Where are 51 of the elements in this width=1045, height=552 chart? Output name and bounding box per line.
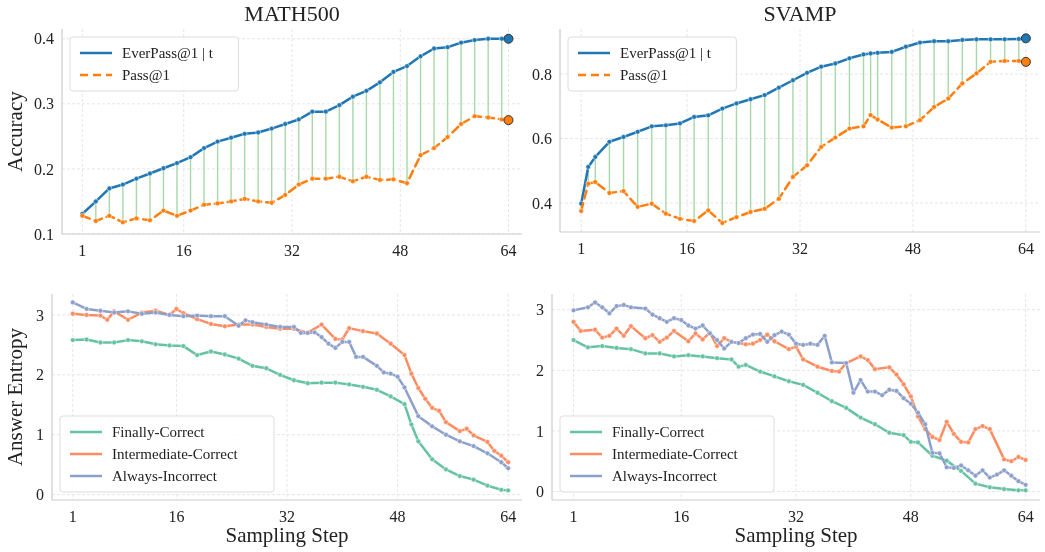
chart-title: MATH500	[244, 1, 340, 26]
x-tick-label: 32	[279, 508, 295, 525]
y-tick-label: 0	[536, 483, 544, 501]
y-tick-label: 0.8	[532, 65, 552, 83]
x-tick-label: 16	[168, 508, 185, 525]
y-tick-label: 0.2	[34, 160, 54, 178]
x-tick-label: 64	[500, 242, 517, 259]
x-tick-label: 48	[392, 242, 409, 259]
x-tick-label: 64	[1017, 508, 1034, 525]
chart-title: SVAMP	[763, 1, 837, 26]
x-tick-label: 48	[904, 240, 921, 257]
legend-label: EverPass@1 | t	[620, 45, 712, 61]
x-tick-label: 16	[673, 508, 690, 525]
y-tick-label: 0	[36, 486, 44, 504]
x-tick-label: 32	[788, 508, 804, 525]
x-tick-label: 32	[792, 240, 808, 257]
x-tick-label: 1	[78, 242, 87, 259]
y-tick-label: 2	[36, 366, 44, 384]
legend-label: Finally-Correct	[112, 424, 206, 440]
x-tick-label: 1	[577, 240, 586, 257]
x-tick-label: 64	[500, 508, 517, 525]
x-axis-title: Sampling Step	[225, 523, 349, 547]
x-tick-label: 32	[284, 242, 300, 259]
y-tick-label: 0.1	[34, 225, 54, 243]
x-tick-label: 16	[175, 242, 192, 259]
legend-label: Always-Incorrect	[612, 468, 718, 484]
x-tick-label: 1	[68, 508, 77, 525]
x-tick-label: 64	[1017, 240, 1034, 257]
y-tick-label: 3	[536, 301, 544, 319]
y-tick-label: 0.4	[34, 30, 54, 48]
y-axis-title: Accuracy	[3, 90, 27, 172]
y-tick-label: 0.4	[532, 194, 552, 212]
legend-label: Intermediate-Correct	[112, 446, 239, 462]
y-tick-label: 0.3	[34, 95, 54, 113]
legend-label: EverPass@1 | t	[122, 45, 214, 61]
legend-label: Finally-Correct	[612, 424, 706, 440]
y-tick-label: 1	[536, 422, 544, 440]
legend-label: Always-Incorrect	[112, 468, 218, 484]
x-tick-label: 48	[902, 508, 919, 525]
y-tick-label: 3	[36, 306, 44, 324]
legend-label: Pass@1	[122, 67, 170, 83]
legend-label: Intermediate-Correct	[612, 446, 739, 462]
x-tick-label: 1	[569, 508, 578, 525]
x-axis-title: Sampling Step	[734, 523, 858, 547]
legend-label: Pass@1	[620, 67, 668, 83]
y-tick-label: 1	[36, 426, 44, 444]
y-tick-label: 2	[536, 361, 544, 379]
x-tick-label: 16	[679, 240, 696, 257]
y-axis-title: Answer Entropy	[3, 327, 27, 467]
y-tick-label: 0.6	[532, 130, 552, 148]
x-tick-label: 48	[389, 508, 406, 525]
